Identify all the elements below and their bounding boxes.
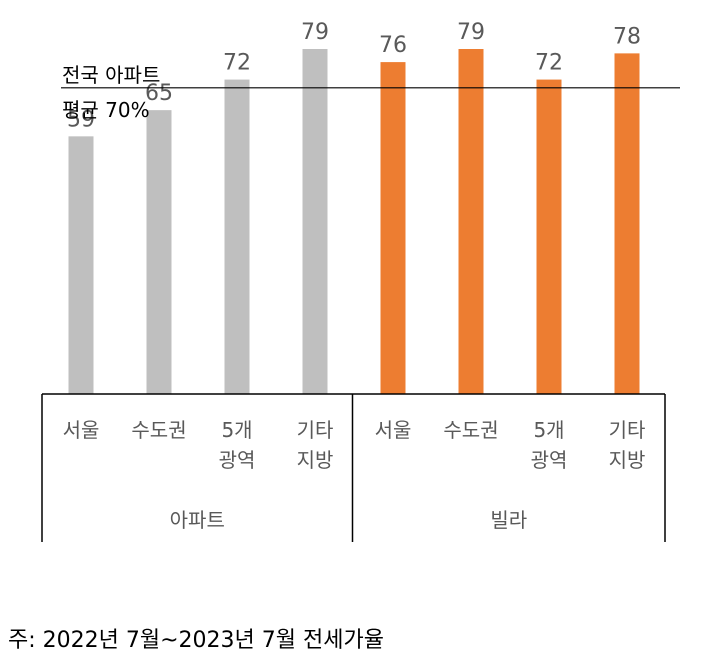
value-label-0-0: 59 [67,107,95,132]
category-label-1-1-0: 수도권 [443,418,498,442]
bar-0-1 [146,110,172,395]
bar-1-1 [458,49,484,395]
group-label-0: 아파트 [170,508,225,532]
value-label-0-2: 72 [223,51,251,76]
category-label-0-2-0: 5개 [221,418,252,442]
value-label-0-3: 79 [301,20,329,45]
category-label-1-0-0: 서울 [375,418,412,442]
bar-0-0 [68,136,94,395]
bar-1-2 [536,79,562,395]
bar-1-0 [380,62,406,394]
category-label-1-3-1: 지방 [609,448,646,472]
bar-0-2 [224,79,250,395]
value-label-0-1: 65 [145,81,173,106]
category-label-0-1-0: 수도권 [131,418,186,442]
value-label-1-1: 79 [457,20,485,45]
category-label-0-3-0: 기타 [297,418,334,442]
bars-layer [68,49,640,395]
group-label-1: 빌라 [490,508,527,532]
value-label-1-0: 76 [379,33,407,58]
reference-label-line-0: 전국 아파트 [62,63,160,87]
category-label-0-3-1: 지방 [297,448,334,472]
reference-label-line-1: 평균 70% [62,98,150,122]
value-label-1-3: 78 [613,24,641,49]
bar-0-3 [302,49,328,395]
value-labels-layer: 59 65 72 79 76 79 72 78 [67,20,641,132]
category-label-1-3-0: 기타 [609,418,646,442]
bar-1-3 [614,53,640,395]
category-label-0-2-1: 광역 [219,448,256,472]
category-label-0-0-0: 서울 [63,418,100,442]
footnote: 주: 2022년 7월~2023년 7월 전세가율 [8,628,384,653]
category-label-1-2-1: 광역 [531,448,568,472]
category-label-1-2-0: 5개 [533,418,564,442]
value-label-1-2: 72 [535,51,563,76]
